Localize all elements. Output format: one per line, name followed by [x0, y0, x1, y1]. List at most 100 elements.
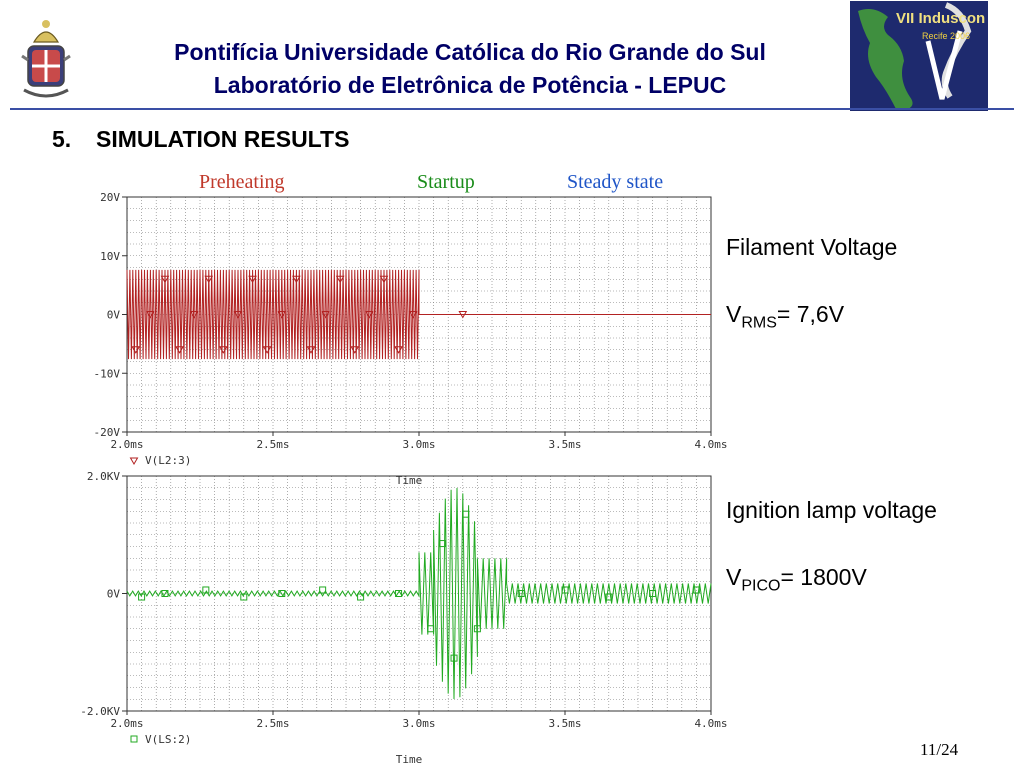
phase-steady-state-label: Steady state [567, 171, 664, 193]
data-marker [517, 590, 525, 597]
data-marker [248, 275, 257, 284]
ignition-voltage-chart: 2.0ms 2.5ms 3.0ms 3.5ms 4.0ms 2.0KV 0V -2.0KV V(… [80, 470, 727, 766]
x-tick-label: 3.5ms [548, 438, 581, 451]
ignition-peak-number: = 1800V [780, 564, 867, 590]
x-tick-label: 3.5ms [548, 717, 581, 730]
section-number: 5. [52, 126, 72, 152]
data-marker [450, 654, 458, 662]
data-marker [161, 590, 169, 597]
logo-text: VII Induscon [896, 10, 985, 27]
legend-marker [130, 735, 138, 743]
data-marker [218, 346, 228, 354]
phase-startup-label: Startup [417, 171, 475, 193]
data-marker [160, 275, 170, 284]
ignition-peak-sub: PICO [741, 577, 781, 595]
y-tick-label: 0V [107, 309, 121, 322]
data-marker [357, 593, 365, 601]
x-tick-label: 4.0ms [694, 717, 727, 730]
plot-frame [126, 196, 712, 433]
section-heading: 5. SIMULATION RESULTS [52, 126, 349, 153]
y-tick-label: 0V [107, 588, 121, 601]
data-marker [145, 311, 155, 319]
data-marker [408, 311, 418, 319]
plot-frame [126, 475, 712, 712]
series-ignition [126, 487, 712, 700]
ignition-v-symbol: V [726, 564, 742, 590]
phase-preheating-label: Preheating [199, 171, 285, 193]
header-lab: Laboratório de Eletrônica de Potência - … [213, 72, 727, 98]
series-markers [138, 510, 700, 662]
series-filament [126, 269, 711, 360]
data-marker [364, 311, 374, 319]
data-marker [131, 346, 141, 354]
university-crest-logo [21, 20, 71, 98]
data-marker [240, 593, 248, 601]
data-marker [321, 311, 330, 319]
grid-lines [127, 476, 711, 711]
data-marker [394, 346, 403, 354]
data-marker [175, 346, 184, 354]
y-tick-label: 10V [100, 250, 120, 263]
x-tick-label: 2.5ms [256, 438, 289, 451]
data-marker [204, 275, 214, 284]
filament-rms-value: VRMS= 7,6V [726, 301, 844, 333]
ignition-voltage-title: Ignition lamp voltage [726, 497, 937, 523]
data-marker [692, 586, 700, 594]
data-marker [458, 311, 468, 319]
data-marker [189, 311, 199, 319]
data-marker [335, 275, 345, 284]
signal-trace [126, 487, 712, 700]
legend-label: V(LS:2) [145, 733, 191, 746]
data-marker [438, 540, 446, 548]
data-marker [306, 346, 316, 354]
data-marker [462, 510, 470, 518]
data-marker [379, 275, 389, 284]
data-marker [427, 625, 435, 633]
page-header: Pontifícia Universidade Católica do Rio … [0, 36, 940, 102]
data-marker [277, 311, 287, 319]
data-marker [350, 346, 360, 354]
x-tick-label: 4.0ms [694, 438, 727, 451]
data-marker [138, 593, 146, 601]
data-marker [605, 593, 613, 601]
y-tick-label: -20V [94, 426, 121, 439]
logo-subtext: Recife 2006 [922, 31, 970, 41]
ignition-peak-value: VPICO= 1800V [726, 564, 867, 596]
data-marker [395, 590, 403, 597]
induscon-logo: VII Induscon Recife 2006 [850, 1, 988, 111]
x-tick-label: 2.0ms [110, 438, 143, 451]
x-axis-title: Time [396, 474, 423, 487]
grid-lines [127, 197, 711, 432]
data-marker [473, 625, 481, 633]
filament-voltage-chart: 2.0ms 2.5ms 3.0ms 3.5ms 4.0ms 20V 10V 0V -10V -20… [94, 191, 728, 487]
header-divider [10, 108, 1014, 110]
legend-label: V(L2:3) [145, 454, 191, 467]
data-marker [561, 586, 569, 594]
filament-rms-number: = 7,6V [776, 301, 845, 327]
header-university: Pontifícia Universidade Católica do Rio … [174, 39, 766, 65]
signal-trace [126, 269, 711, 360]
series-markers [131, 275, 468, 354]
data-marker [233, 311, 243, 319]
filament-rms-sub: RMS [741, 314, 777, 332]
map-icon: VII Induscon Recife 2006 [858, 2, 985, 109]
y-tick-label: 20V [100, 191, 120, 204]
page-number: 11/24 [920, 740, 959, 759]
legend-marker [129, 457, 139, 465]
data-marker [202, 586, 210, 594]
data-marker [649, 590, 657, 597]
data-marker [278, 590, 286, 597]
y-tick-label: -10V [94, 367, 121, 380]
y-tick-label: 2.0KV [87, 470, 120, 483]
x-tick-label: 2.5ms [256, 717, 289, 730]
filament-voltage-title: Filament Voltage [726, 234, 898, 260]
data-marker [262, 346, 272, 354]
x-tick-label: 2.0ms [110, 717, 143, 730]
section-title: SIMULATION RESULTS [96, 126, 350, 152]
data-marker [291, 275, 301, 284]
x-tick-label: 3.0ms [402, 438, 435, 451]
y-tick-label: -2.0KV [80, 705, 120, 718]
data-marker [319, 586, 327, 594]
filament-v-symbol: V [726, 301, 742, 327]
